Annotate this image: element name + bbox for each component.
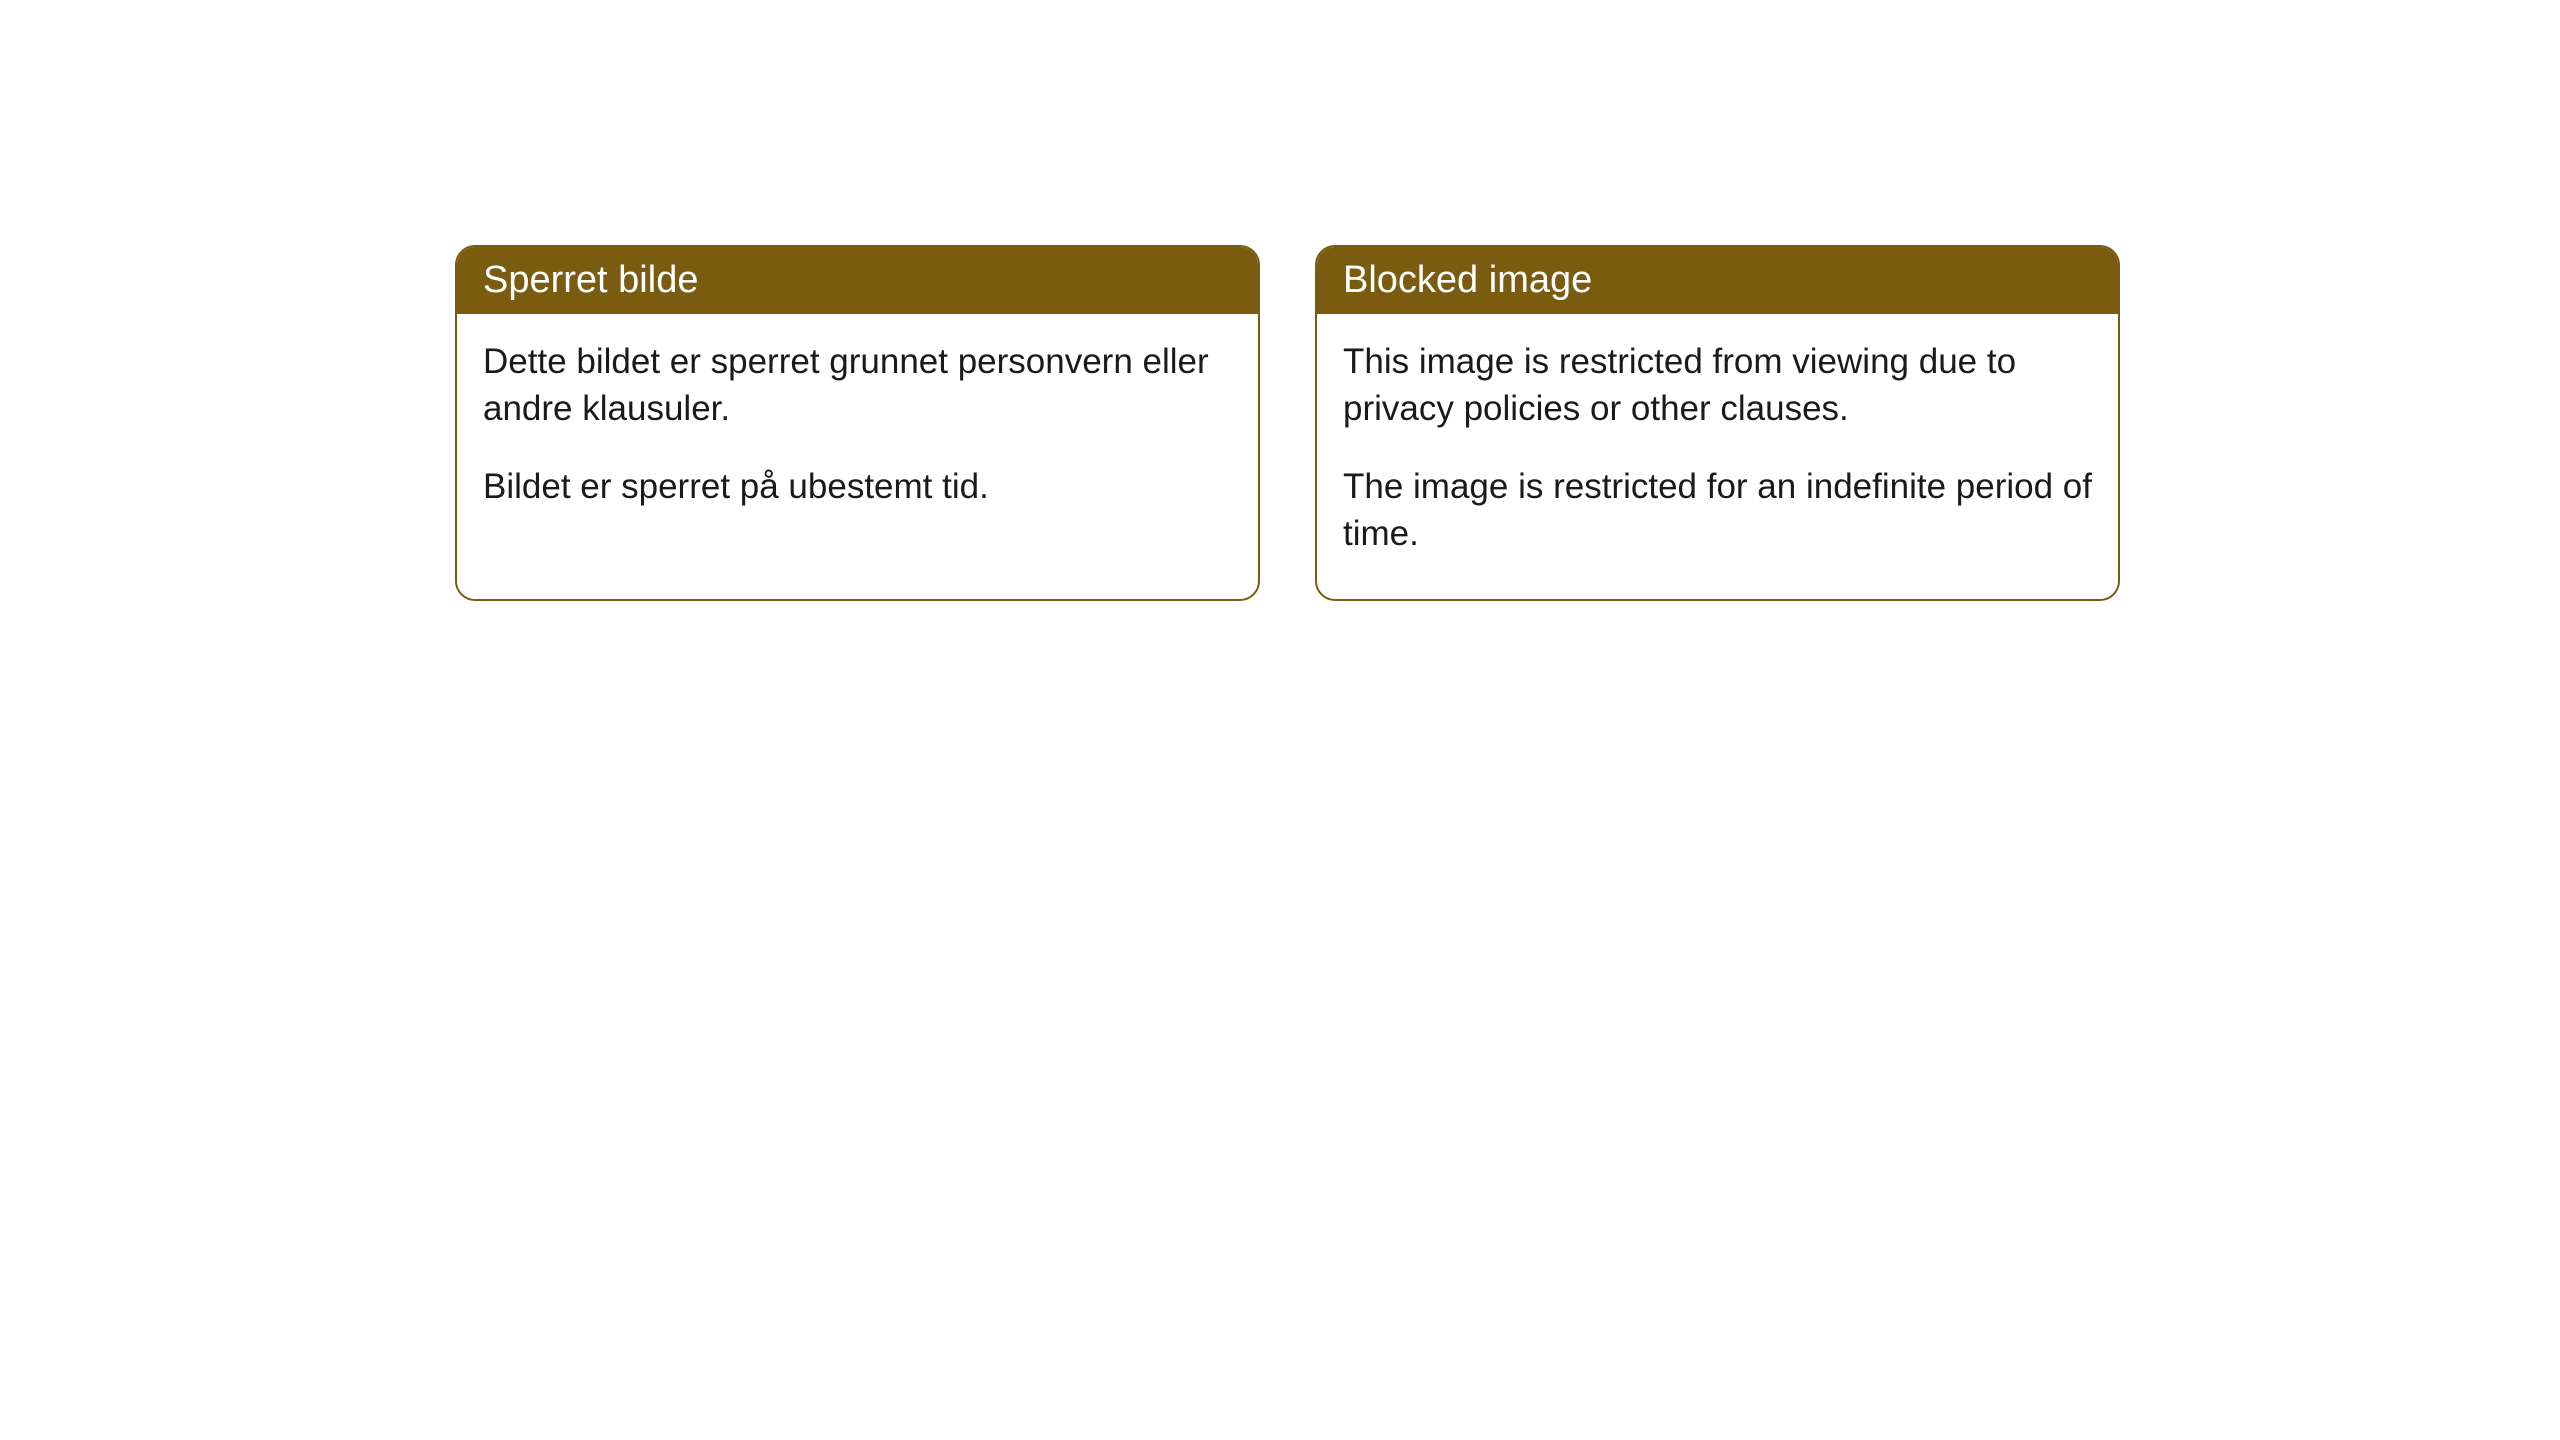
card-paragraph: This image is restricted from viewing du… [1343, 338, 2092, 433]
card-body: This image is restricted from viewing du… [1317, 314, 2118, 599]
card-header: Sperret bilde [457, 247, 1258, 314]
card-paragraph: The image is restricted for an indefinit… [1343, 463, 2092, 558]
notice-cards-container: Sperret bilde Dette bildet er sperret gr… [455, 245, 2120, 601]
card-body: Dette bildet er sperret grunnet personve… [457, 314, 1258, 552]
notice-card-english: Blocked image This image is restricted f… [1315, 245, 2120, 601]
card-title: Sperret bilde [483, 259, 698, 301]
card-header: Blocked image [1317, 247, 2118, 314]
card-paragraph: Dette bildet er sperret grunnet personve… [483, 338, 1232, 433]
card-title: Blocked image [1343, 259, 1592, 301]
card-paragraph: Bildet er sperret på ubestemt tid. [483, 463, 1232, 510]
notice-card-norwegian: Sperret bilde Dette bildet er sperret gr… [455, 245, 1260, 601]
